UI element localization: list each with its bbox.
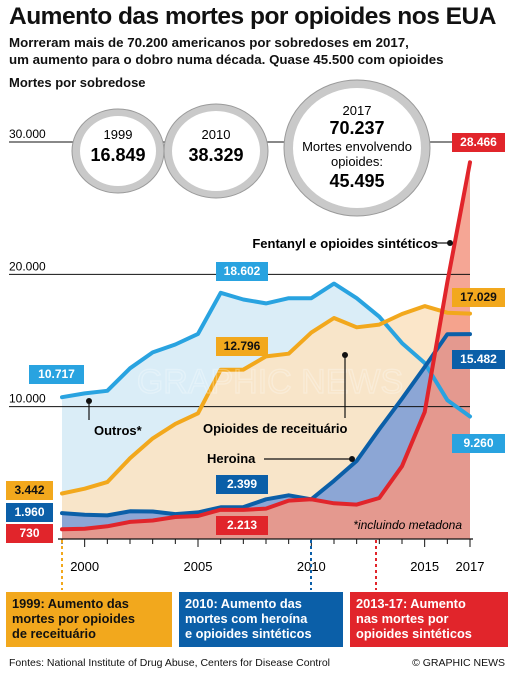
y-tick-label: 10.000 — [9, 392, 46, 406]
bubble-2017-caption-1: Mortes envolvendo — [302, 139, 412, 154]
tag-fentanyl-2006: 2.213 — [216, 516, 268, 535]
bubble-2017-year: 2017 — [343, 103, 372, 118]
tag-fentanyl-end: 28.466 — [452, 133, 505, 152]
tag-heroin-end: 15.482 — [452, 350, 505, 369]
others-leader-dot — [86, 398, 92, 404]
prescription-series-label: Opioides de receituário — [203, 421, 348, 436]
info-box-1999: 1999: Aumento das mortes por opioides de… — [6, 592, 172, 647]
watermark-text: GRAPHIC NEWS — [137, 363, 403, 401]
info-box-2010-line3: e opioides sintéticos — [185, 626, 312, 641]
bubble-2017-value: 70.237 — [329, 118, 384, 138]
tag-others-peak: 18.602 — [216, 262, 268, 281]
series-lines — [60, 160, 472, 532]
footnote: *incluindo metadona — [353, 518, 462, 532]
info-box-1999-line2: mortes por opioides — [12, 611, 136, 626]
info-box-2013: 2013-17: Aumento nas mortes por opioides… — [350, 592, 508, 647]
prescription-leader-dot — [342, 352, 348, 358]
heroin-series-label: Heroina — [207, 451, 256, 466]
tag-prescription-start: 3.442 — [6, 481, 53, 500]
y-tick-label: 20.000 — [9, 259, 46, 273]
line-others — [60, 281, 472, 419]
tag-fentanyl-start: 730 — [6, 524, 53, 543]
x-tick-label: 2000 — [70, 559, 99, 574]
stacked-areas — [62, 162, 470, 540]
bubble-1999: 1999 16.849 — [71, 108, 165, 194]
bubble-1999-year: 1999 — [104, 127, 133, 142]
bubble-2010-value: 38.329 — [188, 145, 243, 165]
x-axis: 20002005201020152017 — [58, 538, 485, 574]
area-heroin — [62, 334, 470, 539]
tag-others-start: 10.717 — [29, 365, 84, 384]
bubble-2017-value2: 45.495 — [329, 171, 384, 191]
heroin-leader-dot — [349, 456, 355, 462]
tag-heroin-start: 1.960 — [6, 503, 53, 522]
info-box-1999-line1: 1999: Aumento das — [12, 596, 129, 611]
page-title: Aumento das mortes por opioides nos EUA — [9, 3, 496, 30]
info-box-2010-line2: mortes com heroína — [185, 611, 308, 626]
tag-prescription-2006: 12.796 — [216, 337, 268, 356]
watermark: GRAPHIC NEWS — [136, 362, 404, 401]
y-axis-title: Mortes por sobredose — [9, 75, 146, 90]
line-prescription — [60, 304, 472, 496]
info-box-2010-line1: 2010: Aumento das — [185, 596, 302, 611]
bubble-2017-caption-2: opioides: — [331, 154, 383, 169]
subtitle-line-2: um aumento para o dobro numa década. Qua… — [9, 52, 444, 67]
line-fentanyl — [60, 160, 472, 532]
info-box-2013-line1: 2013-17: Aumento — [356, 596, 466, 611]
tag-prescription-end: 17.029 — [452, 288, 505, 307]
tag-heroin-2006: 2.399 — [216, 475, 268, 494]
info-box-1999-line3: de receituário — [12, 626, 96, 641]
bubble-1999-value: 16.849 — [90, 145, 145, 165]
line-heroin — [60, 332, 472, 518]
x-tick-label: 2005 — [184, 559, 213, 574]
stat-bubbles: 1999 16.849 2010 38.329 2017 70.237 Mort… — [71, 79, 431, 217]
bubble-2010: 2010 38.329 — [163, 103, 269, 199]
info-box-2010: 2010: Aumento das mortes com heroína e o… — [179, 592, 343, 647]
info-box-2013-line2: nas mortes por — [356, 611, 449, 626]
credit: © GRAPHIC NEWS — [412, 657, 505, 669]
x-tick-label: 2015 — [410, 559, 439, 574]
subtitle-line-1: Morreram mais de 70.200 americanos por s… — [9, 35, 409, 50]
y-tick-label: 30.000 — [9, 127, 46, 141]
fentanyl-leader-dot — [447, 240, 453, 246]
bubble-2010-year: 2010 — [202, 127, 231, 142]
area-fentanyl — [62, 162, 470, 540]
tag-others-end: 9.260 — [452, 434, 505, 453]
bubble-2017: 2017 70.237 Mortes envolvendo opioides: … — [283, 79, 431, 217]
others-series-label: Outros* — [94, 423, 143, 438]
fentanyl-series-label: Fentanyl e opioides sintéticos — [252, 236, 438, 251]
info-box-2013-line3: opioides sintéticos — [356, 626, 472, 641]
annotations: Fentanyl e opioides sintéticos Outros* O… — [61, 236, 462, 590]
sources: Fontes: National Institute of Drug Abuse… — [9, 657, 330, 669]
x-tick-label: 2017 — [456, 559, 485, 574]
